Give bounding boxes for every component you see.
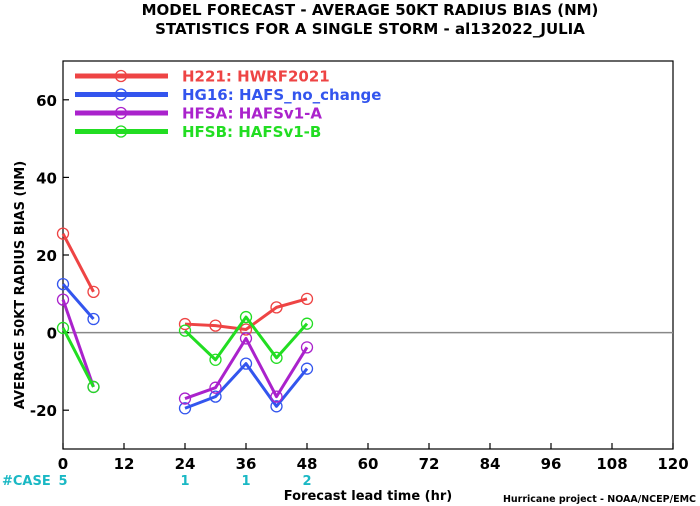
- series-2: [56, 293, 314, 405]
- x-tick-label: 36: [236, 455, 257, 473]
- chart-subtitle: STATISTICS FOR A SINGLE STORM - al132022…: [155, 20, 585, 38]
- data-point: [270, 301, 283, 314]
- x-tick-label: 24: [175, 455, 196, 473]
- x-tick-label: 120: [657, 455, 688, 473]
- legend-marker: [114, 125, 128, 138]
- y-tick-label: -20: [30, 402, 57, 420]
- data-point: [300, 317, 314, 330]
- data-point: [56, 293, 70, 306]
- data-point: [300, 292, 314, 305]
- data-point: [209, 319, 222, 332]
- x-tick-label: 72: [419, 455, 440, 473]
- legend-label: HFSA: HAFSv1-A: [182, 105, 322, 123]
- data-point: [56, 227, 70, 240]
- x-tick-label: 108: [596, 455, 627, 473]
- series-line: [184, 297, 308, 331]
- data-point: [239, 357, 253, 370]
- data-point: [87, 312, 100, 326]
- data-point: [87, 285, 100, 299]
- legend-marker: [114, 106, 128, 120]
- plot-frame: [62, 60, 674, 450]
- series-line: [184, 336, 309, 400]
- case-count: 5: [58, 474, 67, 489]
- data-point: [209, 390, 222, 403]
- series-line: [61, 232, 95, 293]
- data-point: [178, 317, 192, 331]
- data-point: [239, 310, 253, 324]
- y-axis: -20 0 20 40 60: [30, 92, 69, 420]
- x-axis: 0 12 24 36 48 60 72 84 96 108 120: [58, 443, 689, 473]
- y-tick-label: 60: [36, 92, 57, 110]
- data-point: [209, 381, 222, 394]
- legend-marker: [114, 88, 128, 101]
- y-tick-label: 0: [47, 325, 57, 343]
- data-point: [239, 323, 253, 336]
- case-label: #CASE: [2, 474, 51, 489]
- data-point: [270, 351, 283, 364]
- legend-label: HFSB: HAFSv1-B: [182, 123, 321, 141]
- x-tick-label: 84: [480, 455, 501, 473]
- series-line: [184, 362, 309, 410]
- series-line: [61, 299, 95, 388]
- series-line: [61, 327, 95, 388]
- y-tick-label: 40: [36, 169, 57, 187]
- data-point: [178, 392, 192, 405]
- series-line: [61, 283, 95, 321]
- data-point: [300, 341, 314, 354]
- legend-marker: [114, 69, 128, 83]
- data-point: [209, 353, 222, 366]
- data-point: [56, 321, 70, 335]
- case-counts: 5 1 1 2: [58, 474, 311, 489]
- data-point: [270, 390, 283, 403]
- data-point: [87, 380, 100, 394]
- x-tick-label: 0: [58, 455, 68, 473]
- legend-label: H221: HWRF2021: [182, 68, 330, 86]
- series-layer: [56, 227, 314, 415]
- x-tick-label: 60: [358, 455, 379, 473]
- case-count: 2: [302, 474, 311, 489]
- case-count: 1: [180, 474, 189, 489]
- case-count: 1: [241, 474, 250, 489]
- chart-title: MODEL FORECAST - AVERAGE 50KT RADIUS BIA…: [142, 1, 599, 19]
- data-point: [300, 362, 314, 375]
- x-axis-label: Forecast lead time (hr): [284, 489, 452, 504]
- series-3: [56, 310, 314, 394]
- x-tick-label: 48: [297, 455, 318, 473]
- legend-label: HG16: HAFS_no_change: [182, 86, 381, 104]
- x-tick-label: 96: [541, 455, 562, 473]
- data-point: [239, 332, 253, 345]
- series-line: [183, 315, 309, 362]
- data-point: [178, 324, 192, 337]
- y-axis-label: AVERAGE 50KT RADIUS BIAS (NM): [13, 161, 28, 409]
- credit-text: Hurricane project - NOAA/NCEP/EMC: [503, 494, 696, 505]
- y-tick-label: 20: [36, 247, 57, 265]
- data-point: [56, 277, 70, 291]
- x-tick-label: 12: [114, 455, 135, 473]
- data-point: [270, 400, 283, 413]
- series-1: [56, 277, 314, 415]
- series-0: [56, 227, 314, 336]
- data-point: [178, 402, 192, 415]
